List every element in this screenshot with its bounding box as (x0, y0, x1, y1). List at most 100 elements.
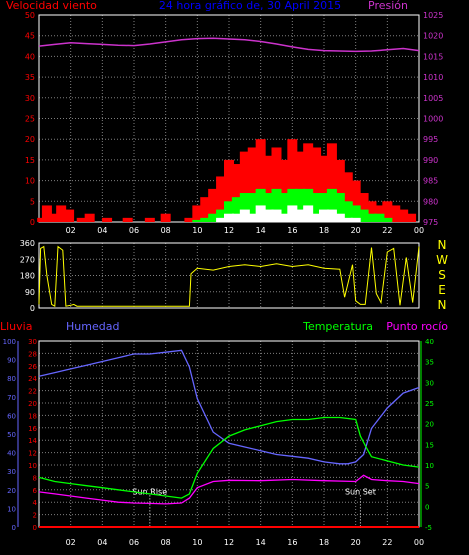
wind-gust-bar (192, 205, 203, 222)
wind-gust-bar (208, 188, 219, 222)
sunset-label: Sun Set (345, 487, 376, 496)
pressure-y-tick-label: 1015 (423, 52, 443, 61)
wind-x-tick-label: 04 (97, 226, 107, 235)
wind-average-bar (263, 193, 274, 222)
dewpoint-line (38, 474, 420, 505)
pressure-y-tick-label: 985 (423, 177, 438, 186)
wind-x-tick-label: 02 (66, 226, 76, 235)
wind-minimum-bar (342, 217, 353, 222)
rain-y-tick-label: 30 (28, 338, 37, 346)
dewpoint-title: Punto rocío (386, 320, 448, 333)
temperature-line (38, 416, 420, 499)
wind-gust-bar (46, 213, 57, 222)
pressure-y-tick-label: 1020 (423, 32, 443, 41)
temp-x-tick-label: 06 (129, 538, 139, 547)
temp-x-tick-label: 16 (287, 538, 297, 547)
wind-y-tick-label: 0 (30, 218, 35, 227)
temp-x-tick-label: 02 (66, 538, 76, 547)
wind-gust-bar (247, 147, 258, 222)
rain-y-tick-label: 0 (33, 524, 37, 532)
direction-y-tick-label: 90 (25, 288, 35, 297)
wind-gust-bar (326, 143, 337, 222)
wind-minimum-bar (326, 209, 337, 222)
wind-average-bar (231, 197, 242, 222)
humidity-y-tick-label: 20 (7, 487, 16, 495)
humidity-y-tick-label: 70 (7, 394, 16, 402)
wind-minimum-bar (271, 209, 282, 222)
wind-title: Velocidad viento (6, 0, 97, 12)
wind-x-tick-label: 06 (129, 226, 139, 235)
wind-y-tick-label: 25 (25, 115, 35, 124)
humidity-y-tick-label: 10 (7, 505, 16, 513)
wind-gust-bar (56, 205, 67, 222)
temp-x-tick-label: 22 (382, 538, 392, 547)
wind-gust-bar (76, 217, 87, 222)
wind-average-bar (326, 188, 337, 222)
wind-minimum-bar (350, 217, 361, 222)
direction-y-tick-label: 270 (20, 255, 35, 264)
wind-gust-bar (64, 209, 75, 222)
wind-average-bar (239, 193, 250, 222)
humidity-y-tick-label: 0 (12, 524, 16, 532)
wind-minimum-bar (311, 213, 322, 222)
temperature-humidity-chart: 02 04 06 08 10 12 14 16 18 20 22 000246810121416182… (3, 338, 434, 547)
wind-gust-bar (311, 147, 322, 222)
temp-x-tick-label: 04 (97, 538, 107, 547)
temperature-y-tick-label: 15 (425, 441, 434, 449)
wind-pressure-chart: 02 04 06 08 10 12 14 16 18 20 22 000510152025303540… (25, 11, 444, 235)
wind-y-tick-label: 40 (25, 52, 35, 61)
rain-y-tick-label: 2 (33, 512, 37, 520)
temperature-y-tick-label: 35 (425, 359, 434, 367)
rain-y-tick-label: 18 (28, 412, 37, 420)
humidity-y-tick-label: 50 (7, 431, 16, 439)
wind-gust-bar (366, 201, 377, 222)
wind-average-bar (279, 193, 290, 222)
pressure-y-tick-label: 990 (423, 156, 438, 165)
rain-title: Lluvia (0, 320, 32, 333)
wind-y-tick-label: 45 (25, 32, 35, 41)
wind-minimum-bar (263, 209, 274, 222)
wind-minimum-bar (279, 213, 290, 222)
wind-gust-bar (358, 193, 369, 222)
rain-y-tick-label: 16 (28, 425, 37, 433)
temp-x-tick-label: 10 (192, 538, 202, 547)
rain-y-tick-label: 26 (28, 363, 37, 371)
wind-gust-bar (342, 172, 353, 222)
wind-gust-bar (287, 139, 298, 222)
humidity-y-tick-label: 90 (7, 357, 16, 365)
wind-average-bar (311, 193, 322, 222)
wind-average-bar (350, 205, 361, 222)
wind-x-tick-label: 22 (382, 226, 392, 235)
wind-x-tick-label: 10 (192, 226, 202, 235)
rain-y-tick-label: 12 (28, 450, 37, 458)
wind-gust-bar (160, 213, 171, 222)
direction-plot-frame (38, 242, 420, 309)
wind-minimum-bar (231, 213, 242, 222)
pressure-y-tick-label: 1025 (423, 11, 443, 20)
wind-average-bar (295, 188, 306, 222)
wind-x-tick-label: 12 (224, 226, 234, 235)
wind-minimum-bar (319, 209, 329, 222)
wind-x-tick-label: 00 (414, 226, 424, 235)
wind-y-tick-label: 15 (25, 156, 35, 165)
wind-y-tick-label: 10 (25, 177, 35, 186)
wind-gust-bar (334, 159, 345, 222)
wind-average-bar (271, 188, 282, 222)
humidity-y-tick-label: 60 (7, 412, 16, 420)
wind-gust-bar (224, 159, 234, 222)
temp-x-tick-label: 00 (414, 538, 424, 547)
wind-gust-bar (295, 151, 306, 222)
pressure-title: Presión (368, 0, 408, 12)
rain-y-tick-label: 10 (28, 462, 37, 470)
compass-label: E (438, 283, 446, 297)
wind-minimum-bar (224, 213, 234, 222)
temp-x-tick-label: 18 (319, 538, 329, 547)
wind-minimum-bar (334, 213, 345, 222)
wind-x-tick-label: 14 (256, 226, 266, 235)
wind-average-bar (319, 193, 329, 222)
temperature-y-tick-label: 30 (425, 379, 434, 387)
wind-y-tick-label: 35 (25, 73, 35, 82)
rain-y-tick-label: 22 (28, 388, 37, 396)
wind-gust-bar (406, 213, 417, 222)
temperature-y-tick-label: 5 (425, 483, 429, 491)
